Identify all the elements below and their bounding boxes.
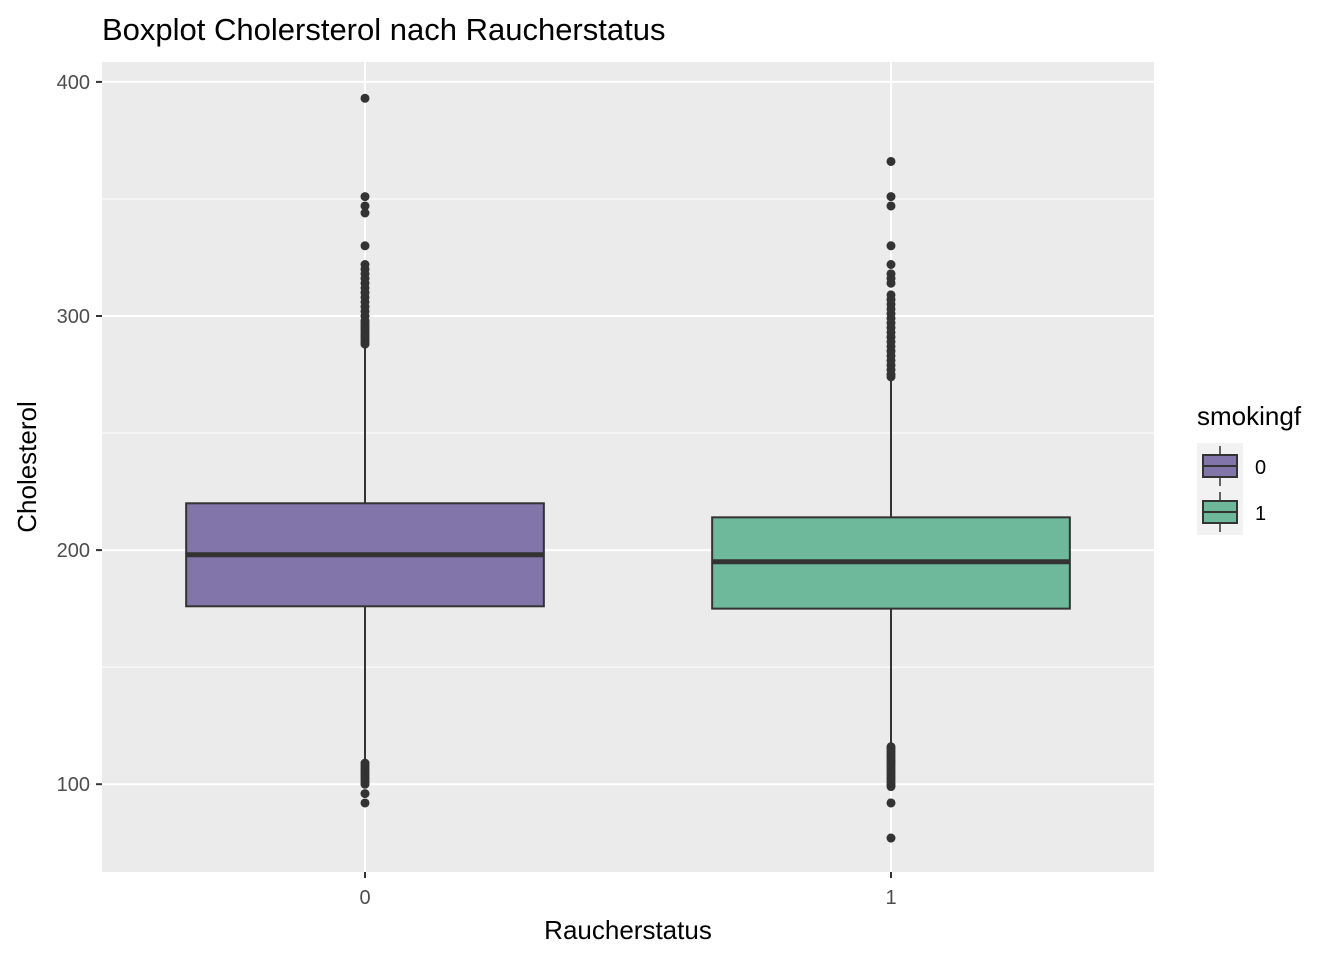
y-tick-label: 300 <box>57 306 90 328</box>
y-tick-label: 100 <box>57 774 90 796</box>
outlier-point <box>360 192 370 202</box>
outlier-point <box>360 208 370 218</box>
x-tick-label: 0 <box>359 887 370 909</box>
outlier-point <box>360 798 370 808</box>
outlier-point <box>886 192 896 202</box>
box-group-0 <box>185 93 545 808</box>
y-tick-label: 200 <box>57 540 90 562</box>
chart-title: Boxplot Cholersterol nach Raucherstatus <box>102 12 665 47</box>
box-layer <box>185 93 1071 843</box>
y-tick-label: 400 <box>57 72 90 94</box>
outlier-point <box>360 201 370 211</box>
legend: smokingf 0 1 <box>1197 401 1302 535</box>
outlier-point <box>886 798 896 808</box>
legend-label-1: 1 <box>1255 503 1266 525</box>
outlier-point <box>360 93 370 103</box>
plot-panel <box>102 62 1154 872</box>
y-axis-title: Cholesterol <box>12 401 42 533</box>
x-axis-title: Raucherstatus <box>544 915 712 945</box>
outlier-point <box>886 156 896 166</box>
outlier-point <box>886 278 896 288</box>
outlier-point <box>886 372 896 382</box>
outlier-point <box>360 779 370 789</box>
outlier-point <box>360 339 370 349</box>
outlier-point <box>886 833 896 843</box>
outlier-point <box>886 782 896 792</box>
legend-label-0: 0 <box>1255 457 1266 479</box>
legend-title: smokingf <box>1197 401 1302 431</box>
y-axis: 100 200 300 400 <box>57 72 102 796</box>
box-group-1 <box>711 156 1071 843</box>
outlier-point <box>886 241 896 251</box>
grid-minor <box>102 198 1154 668</box>
outlier-point <box>886 201 896 211</box>
x-tick-label: 1 <box>885 887 896 909</box>
outlier-point <box>360 241 370 251</box>
outlier-point <box>886 260 896 269</box>
outlier-point <box>360 789 370 799</box>
